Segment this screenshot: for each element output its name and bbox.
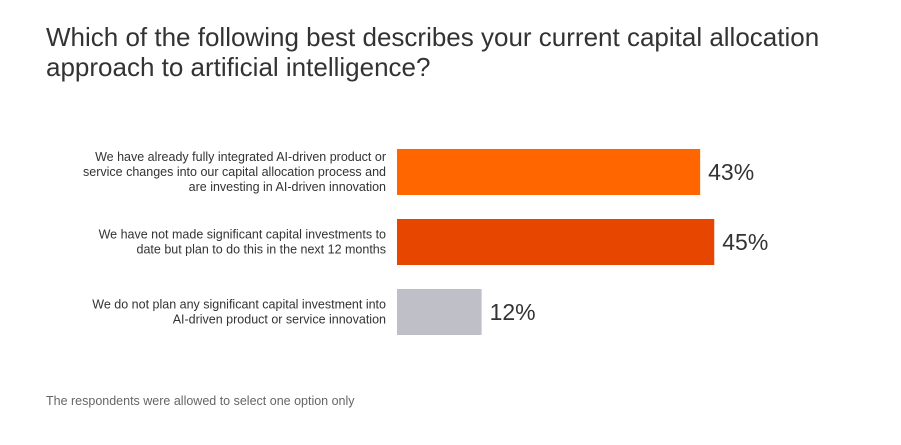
value-label-2: 12% bbox=[490, 299, 536, 325]
category-label-2-line-1: AI-driven product or service innovation bbox=[173, 313, 386, 327]
category-label-1-line-1: date but plan to do this in the next 12 … bbox=[137, 243, 386, 257]
value-label-1: 45% bbox=[722, 229, 768, 255]
category-label-0-line-0: We have already fully integrated AI-driv… bbox=[95, 150, 386, 164]
value-label-0: 43% bbox=[708, 159, 754, 185]
category-label-2-line-0: We do not plan any significant capital i… bbox=[92, 298, 386, 312]
footnote: The respondents were allowed to select o… bbox=[46, 394, 355, 408]
bar-2 bbox=[397, 289, 482, 335]
bar-1 bbox=[397, 219, 715, 265]
bar-0 bbox=[397, 149, 701, 195]
category-label-1-line-0: We have not made significant capital inv… bbox=[99, 228, 386, 242]
category-label-0-line-2: are investing in AI-driven innovation bbox=[189, 180, 386, 194]
chart-title: Which of the following best describes yo… bbox=[46, 22, 820, 82]
category-label-0-line-1: service changes into our capital allocat… bbox=[83, 165, 386, 179]
